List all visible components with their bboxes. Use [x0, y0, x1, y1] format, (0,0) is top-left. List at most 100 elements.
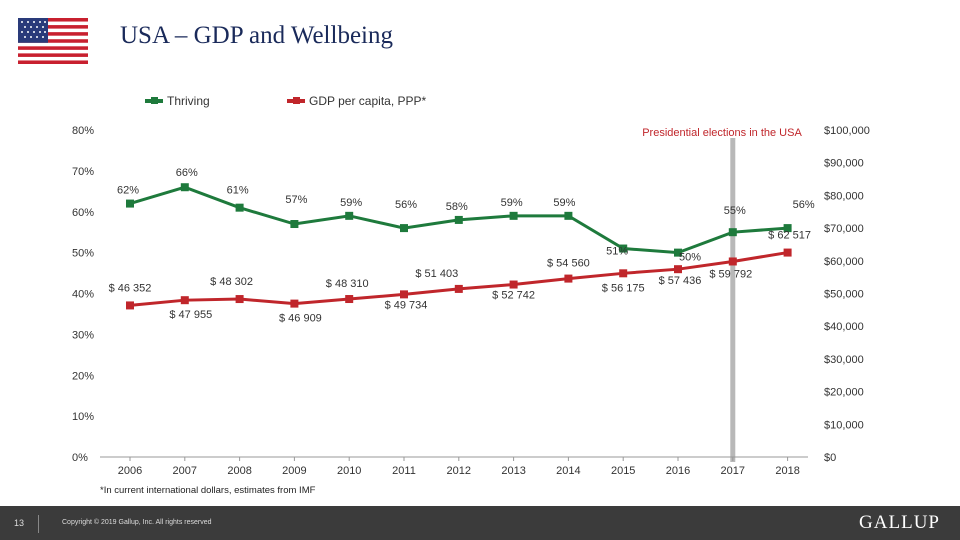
data-point-thriving [728, 228, 737, 237]
annotation-label: Presidential elections in the USA [642, 127, 802, 139]
thriving-data-label: 51% [606, 246, 628, 258]
left-axis-tick-label: 50% [72, 248, 94, 260]
thriving-data-label: 55% [724, 205, 746, 217]
thriving-data-label: 61% [227, 185, 249, 197]
left-axis-tick-label: 60% [72, 207, 94, 219]
gdp-data-label: $ 51 403 [415, 268, 458, 280]
data-point-thriving [290, 220, 299, 229]
left-axis-tick-label: 70% [72, 166, 94, 178]
thriving-data-label: 58% [446, 201, 468, 213]
data-point-gdp [126, 301, 134, 310]
right-axis-tick-label: $10,000 [824, 419, 864, 431]
x-axis-tick-label: 2007 [173, 465, 197, 477]
data-point-gdp [400, 290, 408, 299]
thriving-data-label: 59% [553, 197, 575, 209]
right-axis-tick-label: $40,000 [824, 321, 864, 333]
thriving-data-label: 59% [501, 197, 523, 209]
page-title: USA – GDP and Wellbeing [120, 22, 393, 49]
legend-item-gdp: GDP per capita, PPP* [287, 94, 426, 108]
thriving-data-label: 66% [176, 167, 198, 179]
x-axis-tick-label: 2013 [501, 465, 525, 477]
data-point-gdp [728, 257, 737, 266]
legend-swatch-thriving [145, 97, 163, 104]
right-axis-tick-label: $0 [824, 452, 836, 464]
gdp-data-label: $ 52 742 [492, 290, 535, 302]
left-axis-tick-label: 30% [72, 329, 94, 341]
legend-label-thriving: Thriving [167, 94, 210, 108]
gdp-data-label: $ 48 310 [326, 278, 369, 290]
right-axis-tick-label: $70,000 [824, 223, 864, 235]
gdp-data-label: $ 57 436 [659, 275, 702, 287]
x-axis-tick-label: 2016 [666, 465, 690, 477]
copyright-text: Copyright © 2019 Gallup, Inc. All rights… [62, 519, 212, 526]
gdp-data-label: $ 54 560 [547, 258, 590, 270]
left-axis-tick-label: 80% [72, 125, 94, 137]
data-point-thriving [783, 224, 792, 233]
footer-divider [38, 515, 39, 533]
footer-bar: 13 Copyright © 2019 Gallup, Inc. All rig… [0, 506, 960, 540]
gdp-data-label: $ 47 955 [169, 309, 212, 321]
right-axis-tick-label: $30,000 [824, 354, 864, 366]
x-axis-tick-label: 2018 [775, 465, 799, 477]
data-point-gdp [674, 265, 682, 274]
thriving-data-label: 59% [340, 197, 362, 209]
data-point-thriving [454, 215, 463, 224]
x-axis-tick-label: 2008 [227, 465, 251, 477]
x-axis-tick-label: 2010 [337, 465, 361, 477]
footnote: *In current international dollars, estim… [100, 485, 316, 496]
x-axis-tick-label: 2006 [118, 465, 142, 477]
left-axis-tick-label: 10% [72, 411, 94, 423]
thriving-data-label: 56% [793, 199, 815, 211]
right-axis-tick-label: $100,000 [824, 125, 870, 137]
thriving-data-label: 56% [395, 199, 417, 211]
data-point-thriving [180, 183, 189, 192]
gdp-data-label: $ 46 909 [279, 313, 322, 325]
gdp-data-label: $ 49 734 [385, 299, 428, 311]
right-axis-tick-label: $90,000 [824, 158, 864, 170]
left-axis-tick-label: 20% [72, 370, 94, 382]
data-point-gdp [564, 274, 573, 283]
data-point-gdp [290, 299, 299, 308]
data-point-thriving [564, 211, 573, 220]
gdp-data-label: $ 56 175 [602, 282, 645, 294]
data-point-gdp [345, 295, 354, 304]
legend-label-gdp: GDP per capita, PPP* [309, 94, 427, 108]
data-point-thriving [400, 224, 408, 233]
data-point-thriving [235, 203, 244, 212]
data-point-thriving [619, 244, 628, 253]
x-axis-tick-label: 2011 [392, 465, 416, 477]
legend-item-thriving: Thriving [145, 94, 210, 108]
legend-swatch-gdp [287, 97, 305, 104]
x-axis-tick-label: 2014 [556, 465, 580, 477]
data-point-thriving [674, 248, 682, 257]
data-point-thriving [509, 211, 518, 220]
right-axis-tick-label: $20,000 [824, 387, 864, 399]
x-axis-tick-label: 2017 [721, 465, 745, 477]
gdp-data-label: $ 62 517 [768, 230, 811, 242]
data-point-gdp [783, 248, 792, 257]
us-flag-icon [18, 18, 88, 64]
data-point-thriving [126, 199, 134, 208]
right-axis-tick-label: $50,000 [824, 289, 864, 301]
x-axis-tick-label: 2015 [611, 465, 635, 477]
data-point-gdp [454, 284, 463, 293]
gdp-data-label: $ 48 302 [210, 276, 253, 288]
page-number: 13 [13, 518, 24, 528]
left-axis-tick-label: 0% [72, 452, 88, 464]
gdp-data-label: $ 46 352 [109, 282, 152, 294]
thriving-data-label: 50% [679, 252, 701, 264]
right-axis-tick-label: $60,000 [824, 256, 864, 268]
right-axis-tick-label: $80,000 [824, 190, 864, 202]
x-axis-tick-label: 2009 [282, 465, 306, 477]
data-point-gdp [235, 295, 244, 304]
data-point-gdp [180, 296, 189, 305]
data-point-gdp [509, 280, 518, 289]
thriving-data-label: 57% [285, 194, 307, 206]
gallup-logo: GALLUP [859, 512, 940, 533]
data-point-thriving [345, 211, 354, 220]
x-axis-tick-label: 2012 [447, 465, 471, 477]
left-axis-tick-label: 40% [72, 289, 94, 301]
thriving-data-label: 62% [117, 185, 139, 197]
gdp-data-label: $ 59 792 [709, 268, 752, 280]
